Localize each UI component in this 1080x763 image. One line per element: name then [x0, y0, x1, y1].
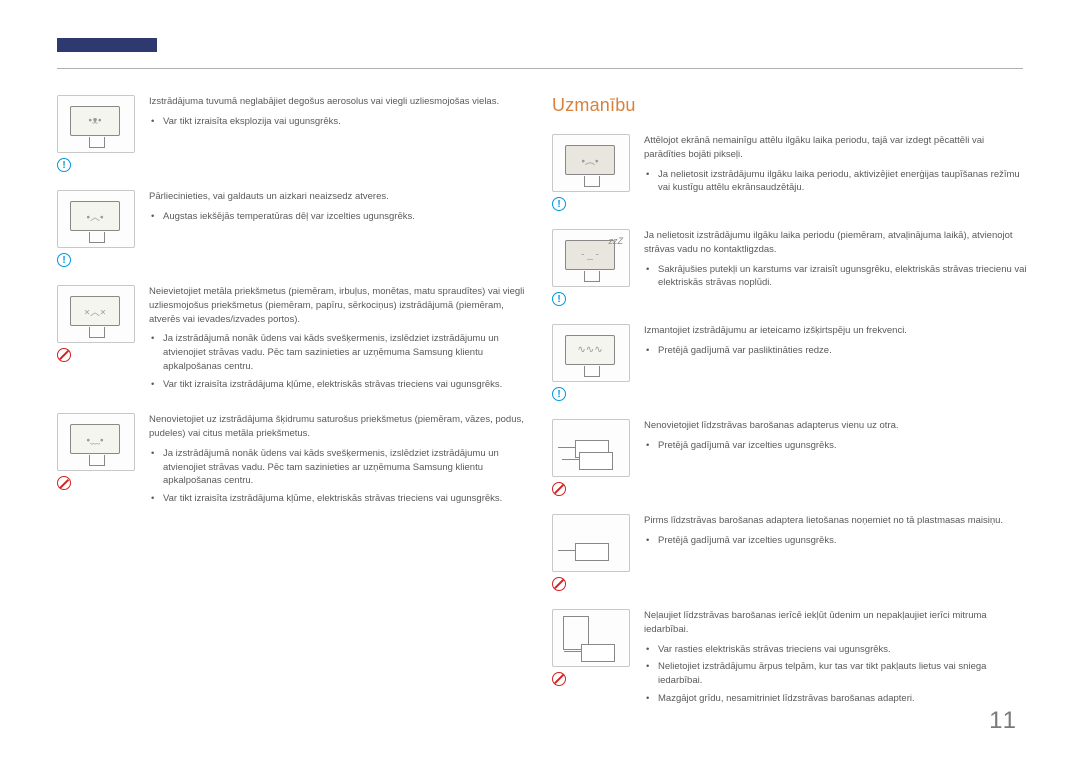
entry-bullet: Var tikt izraisīta izstrādājuma kļūme, e…: [163, 492, 532, 506]
illus-box: •﹏•: [57, 413, 135, 490]
safety-entry: •﹏• Nenovietojiet uz izstrādājuma šķidru…: [57, 413, 532, 510]
sleep-icon: zzZ: [609, 236, 624, 246]
safety-entry: •︿• ! Pārliecinieties, vai galdauts un a…: [57, 190, 532, 267]
prohibit-icon: [552, 577, 566, 591]
prohibit-icon: [57, 476, 71, 490]
entry-lead: Attēlojot ekrānā nemainīgu attēlu ilgāku…: [644, 134, 1027, 162]
info-icon: !: [57, 158, 71, 172]
page-content: •ᴥ• ! Izstrādājuma tuvumā neglabājiet de…: [57, 95, 1027, 710]
illus-box: •︵• !: [552, 134, 630, 211]
prohibit-icon: [57, 348, 71, 362]
illus-box: ×︿×: [57, 285, 135, 362]
entry-bullet: Ja izstrādājumā nonāk ūdens vai kāds sve…: [163, 447, 532, 488]
entry-lead: Neļaujiet līdzstrāvas barošanas ierīcē i…: [644, 609, 1027, 637]
info-icon: !: [552, 387, 566, 401]
header-accent: [57, 38, 157, 52]
illus-box: [552, 419, 630, 496]
entry-bullet: Pretējā gadījumā var izcelties ugunsgrēk…: [658, 439, 1027, 453]
illus-box: •︿• !: [57, 190, 135, 267]
safety-entry: - _ -zzZ ! Ja nelietosit izstrādājumu il…: [552, 229, 1027, 306]
safety-entry: Neļaujiet līdzstrāvas barošanas ierīcē i…: [552, 609, 1027, 710]
entry-lead: Pārliecinieties, vai galdauts un aizkari…: [149, 190, 532, 204]
left-column: •ᴥ• ! Izstrādājuma tuvumā neglabājiet de…: [57, 95, 532, 710]
entry-bullet: Sakrājušies putekļi un karstums var izra…: [658, 263, 1027, 291]
info-icon: !: [552, 292, 566, 306]
safety-entry: •ᴥ• ! Izstrādājuma tuvumā neglabājiet de…: [57, 95, 532, 172]
entry-lead: Nenovietojiet uz izstrādājuma šķidrumu s…: [149, 413, 532, 441]
section-title: Uzmanību: [552, 95, 1027, 116]
entry-bullet: Pretējā gadījumā var pasliktināties redz…: [658, 344, 1027, 358]
header-rule: [57, 68, 1023, 69]
safety-entry: ×︿× Neievietojiet metāla priekšmetus (pi…: [57, 285, 532, 395]
safety-entry: ∿∿∿ ! Izmantojiet izstrādājumu ar ieteic…: [552, 324, 1027, 401]
entry-lead: Pirms līdzstrāvas barošanas adaptera lie…: [644, 514, 1027, 528]
illus-box: •ᴥ• !: [57, 95, 135, 172]
illus-box: [552, 609, 630, 686]
illus-box: ∿∿∿ !: [552, 324, 630, 401]
entry-bullet: Pretējā gadījumā var izcelties ugunsgrēk…: [658, 534, 1027, 548]
entry-bullet: Var tikt izraisīta eksplozija vai ugunsg…: [163, 115, 532, 129]
illus-box: - _ -zzZ !: [552, 229, 630, 306]
safety-entry: Pirms līdzstrāvas barošanas adaptera lie…: [552, 514, 1027, 591]
page-number: 11: [989, 707, 1018, 735]
prohibit-icon: [552, 672, 566, 686]
entry-bullet: Var rasties elektriskās strāvas triecien…: [658, 643, 1027, 657]
entry-lead: Neievietojiet metāla priekšmetus (piemēr…: [149, 285, 532, 326]
prohibit-icon: [552, 482, 566, 496]
illus-box: [552, 514, 630, 591]
entry-lead: Nenovietojiet līdzstrāvas barošanas adap…: [644, 419, 1027, 433]
right-column: Uzmanību •︵• ! Attēlojot ekrānā nemainīg…: [552, 95, 1027, 710]
entry-lead: Ja nelietosit izstrādājumu ilgāku laika …: [644, 229, 1027, 257]
entry-bullet: Var tikt izraisīta izstrādājuma kļūme, e…: [163, 378, 532, 392]
entry-bullet: Mazgājot grīdu, nesamitriniet līdzstrāva…: [658, 692, 1027, 706]
entry-lead: Izstrādājuma tuvumā neglabājiet degošus …: [149, 95, 532, 109]
entry-bullet: Ja izstrādājumā nonāk ūdens vai kāds sve…: [163, 332, 532, 373]
entry-lead: Izmantojiet izstrādājumu ar ieteicamo iz…: [644, 324, 1027, 338]
safety-entry: •︵• ! Attēlojot ekrānā nemainīgu attēlu …: [552, 134, 1027, 211]
info-icon: !: [57, 253, 71, 267]
entry-bullet: Augstas iekšējās temperatūras dēļ var iz…: [163, 210, 532, 224]
entry-bullet: Nelietojiet izstrādājumu ārpus telpām, k…: [658, 660, 1027, 688]
safety-entry: Nenovietojiet līdzstrāvas barošanas adap…: [552, 419, 1027, 496]
entry-bullet: Ja nelietosit izstrādājumu ilgāku laika …: [658, 168, 1027, 196]
info-icon: !: [552, 197, 566, 211]
